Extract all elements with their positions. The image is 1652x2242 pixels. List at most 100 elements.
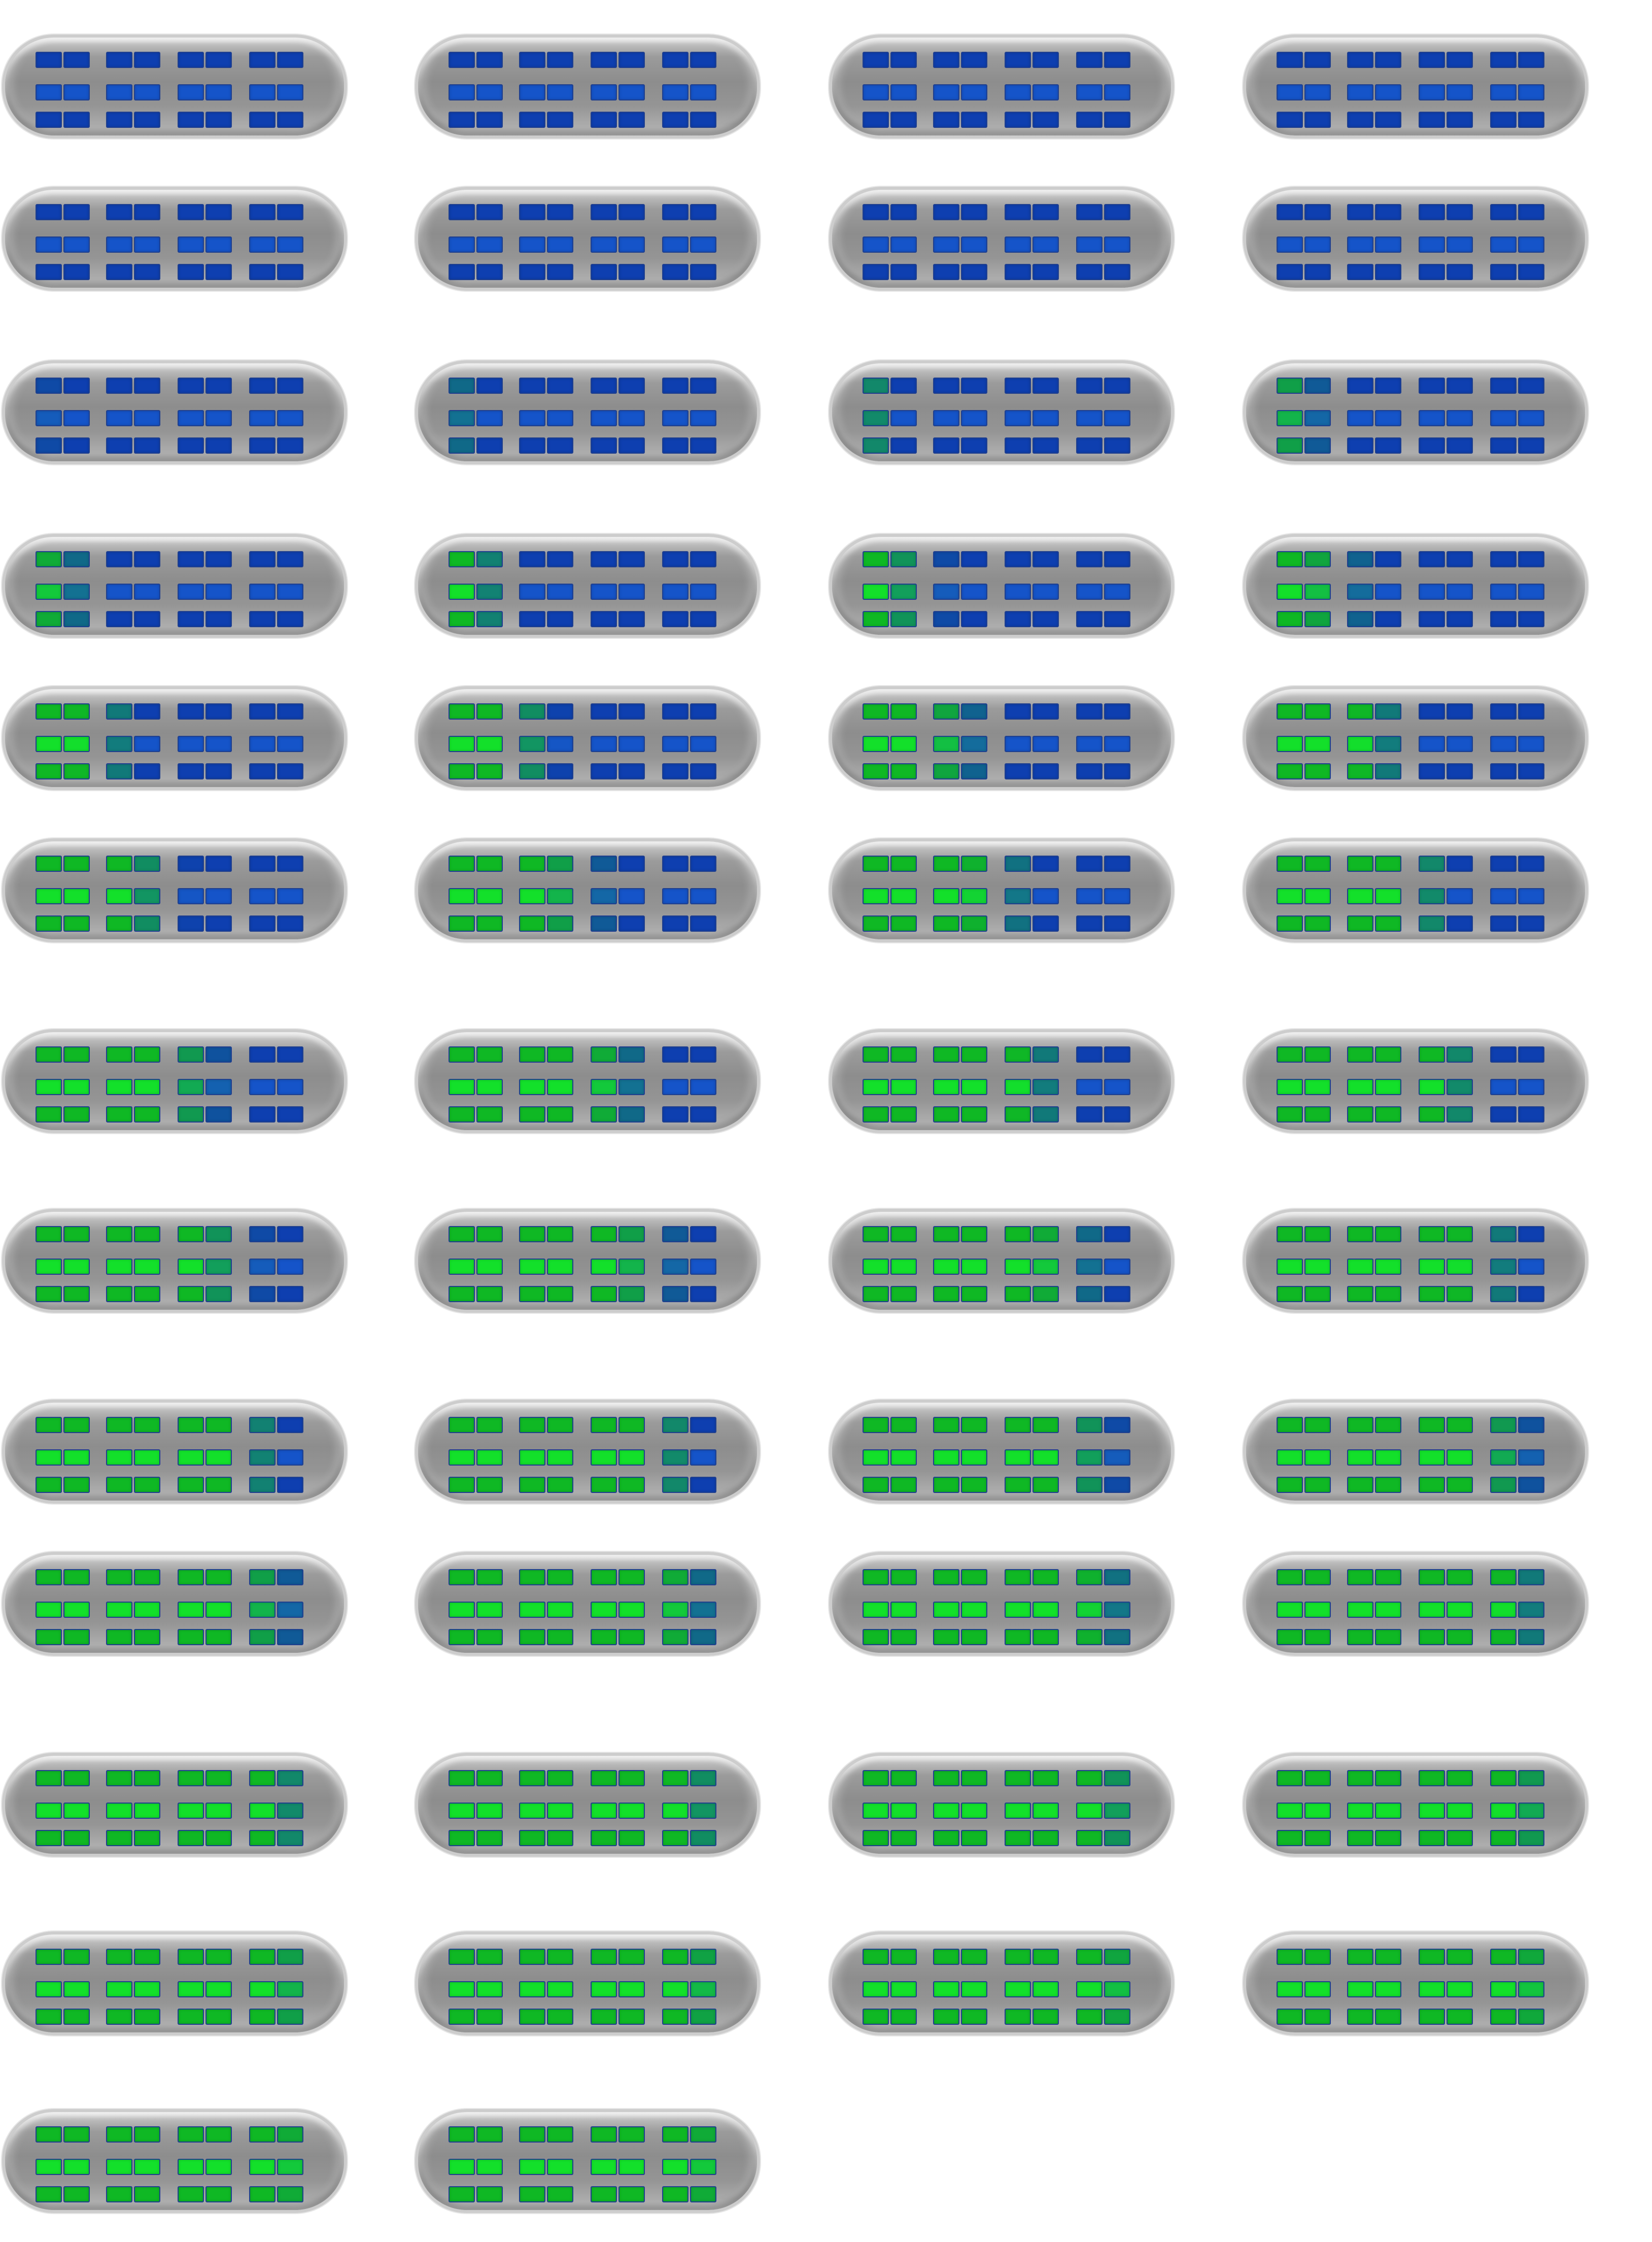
panel-cell [1304,856,1331,872]
panel-frame [829,838,1174,942]
panel-cell [1304,1602,1331,1618]
panel-cell [890,236,917,253]
panel-cell [1277,1629,1303,1645]
panel-cell [961,1477,987,1493]
panel-cell [205,888,232,904]
panel-cell [863,1602,889,1618]
panel-cell [933,410,959,426]
panel-cell [178,1106,204,1123]
panel-cell [277,2009,303,2025]
panel-cell [591,703,617,720]
panel-cell [1005,236,1031,253]
panel-cell [1419,1259,1445,1275]
panel-cell [63,763,90,779]
panel-cell [1076,112,1103,128]
panel-cell [519,915,545,932]
panel-cell [249,703,276,720]
panel-cell [1518,112,1544,128]
panel-frame [2,2109,347,2213]
panel-cell [1347,1629,1373,1645]
panel-cell [1032,112,1059,128]
panel-cell [547,2126,573,2143]
panel-cell [1277,611,1303,627]
panel-cell [1076,551,1103,567]
panel-cell [890,410,917,426]
panel-cell [1076,888,1103,904]
panel-cell [1347,52,1373,68]
panel-cell [476,204,503,220]
panel-cell [690,378,716,394]
panel-cell [205,551,232,567]
panel-cell [662,1226,689,1242]
panel-cell [591,2126,617,2143]
panel-cell [1032,1106,1059,1123]
panel-cell [1518,611,1544,627]
panel-cell [1347,410,1373,426]
panel-cell [63,2126,90,2143]
panel-cell [961,1046,987,1063]
panel-cell [134,888,160,904]
panel-cell [476,437,503,454]
panel-cell [1005,584,1031,600]
panel-cell [662,888,689,904]
panel-cell [1490,437,1517,454]
panel-cell [890,1226,917,1242]
panel-cell [662,1259,689,1275]
panel-cell [134,1046,160,1063]
panel-cell [134,204,160,220]
panel-cell [449,1449,475,1466]
panel-cell [449,1830,475,1846]
panel-frame [1243,686,1588,790]
panel-cell [662,204,689,220]
panel-cell [63,1449,90,1466]
panel-cell [476,1079,503,1095]
panel-cell [106,1259,132,1275]
panel-frame [415,2109,760,2213]
panel-cell [547,264,573,280]
panel-cell [547,1046,573,1063]
panel-cell [591,1803,617,1819]
panel-cell [961,888,987,904]
panel-cell [1277,2009,1303,2025]
panel-cell [961,1569,987,1585]
panel-cell [519,112,545,128]
panel-cell [961,112,987,128]
panel-cell [961,856,987,872]
panel-cell [519,1629,545,1645]
panel-cell [1419,1569,1445,1585]
panel-cell [1347,551,1373,567]
panel-cell [1347,1981,1373,1997]
panel-cell [476,1770,503,1786]
panel-cell [1104,703,1130,720]
panel-cell [36,856,62,872]
panel-cell [618,1449,645,1466]
panel-cell [449,611,475,627]
panel-cell [449,236,475,253]
panel-cell [205,856,232,872]
panel-cell [547,1259,573,1275]
panel-cell [1447,915,1473,932]
panel-cell [1375,1226,1401,1242]
panel-cell [519,1079,545,1095]
panel-cell [890,703,917,720]
panel-cell [618,703,645,720]
panel-cell [1076,1602,1103,1618]
panel-cell [662,1770,689,1786]
panel-frame [1243,187,1588,291]
panel-cell [1347,1417,1373,1433]
panel-frame [415,1029,760,1133]
panel-cell [662,611,689,627]
panel-cell [1518,856,1544,872]
panel-cell [1490,1981,1517,1997]
panel-cell [1419,611,1445,627]
panel-cell [1518,204,1544,220]
panel-cell [249,2186,276,2202]
panel-cell [249,2126,276,2143]
panel-cell [591,1602,617,1618]
panel-cell [1076,52,1103,68]
panel-cell [134,378,160,394]
panel-cell [36,1569,62,1585]
panel-cell [618,763,645,779]
panel-cell [1076,1417,1103,1433]
panel-cell [1104,264,1130,280]
